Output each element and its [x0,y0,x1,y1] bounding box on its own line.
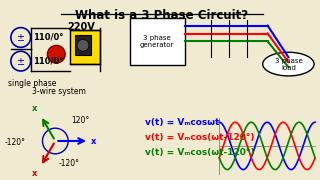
Circle shape [47,45,65,63]
Text: What is a 3 Phase Circuit?: What is a 3 Phase Circuit? [76,9,249,22]
Text: 220V: 220V [67,22,95,32]
Text: 3 phase
generator: 3 phase generator [140,35,174,48]
Text: 110/0°: 110/0° [33,57,63,66]
Text: 3 phase
load: 3 phase load [275,58,302,71]
Text: single phase: single phase [8,79,56,88]
Text: v(t) = Vₘcos(ωt-120°): v(t) = Vₘcos(ωt-120°) [145,148,255,157]
Ellipse shape [263,52,314,76]
Text: -120°: -120° [5,138,26,147]
Text: $\pm$: $\pm$ [16,56,25,67]
Text: x: x [32,169,37,178]
Text: 3-wire system: 3-wire system [32,87,85,96]
Text: $\pm$: $\pm$ [16,32,25,43]
Bar [130,18,185,65]
Text: 120°: 120° [71,116,89,125]
Text: v(t) = Vₘcosωt: v(t) = Vₘcosωt [145,118,220,127]
Text: v(t) = Vₘcos(ωt-120°): v(t) = Vₘcos(ωt-120°) [145,133,255,142]
Text: x: x [32,104,37,113]
Text: 110/0°: 110/0° [33,33,63,42]
Text: -120°: -120° [58,159,79,168]
Text: x: x [91,136,96,145]
Circle shape [77,39,89,51]
Bar [75,35,91,55]
Bar [70,30,100,64]
